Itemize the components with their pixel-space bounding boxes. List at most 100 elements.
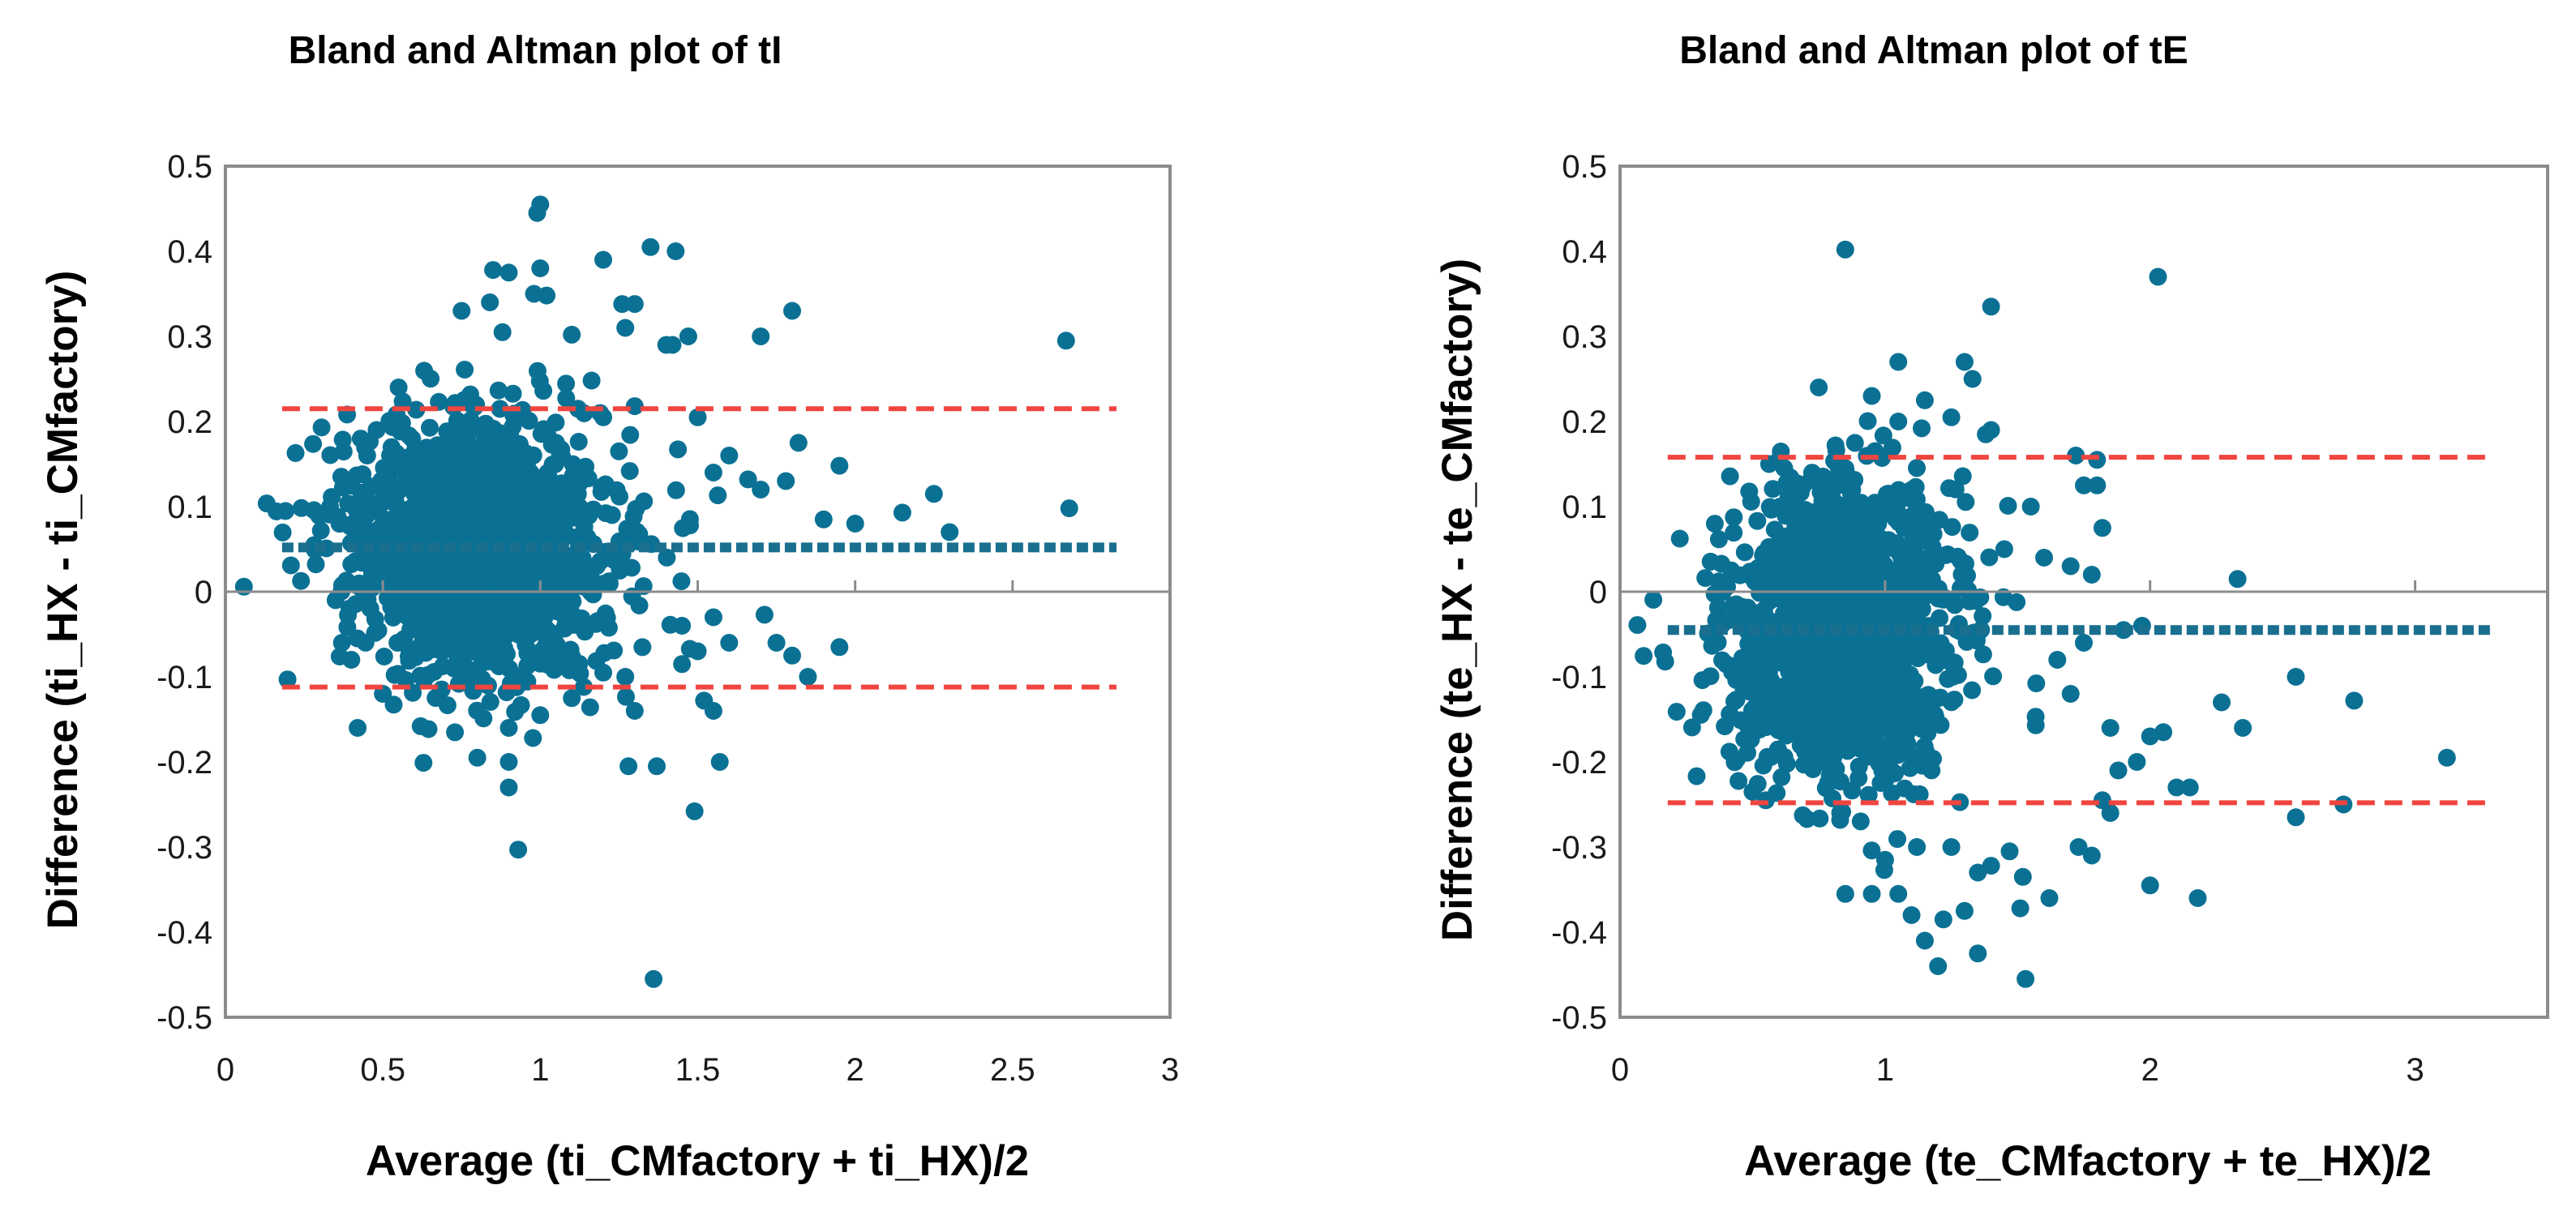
- chart-right-data-point: [2188, 889, 2207, 907]
- chart-left-data-point: [543, 456, 562, 474]
- chart-left-data-point: [524, 729, 542, 747]
- chart-right-data-point: [1818, 733, 1837, 751]
- chart-left-y-tick-label: 0.2: [167, 404, 212, 440]
- chart-left-data-point: [630, 597, 649, 614]
- chart-left-data-point: [499, 753, 518, 771]
- chart-right-data-point: [1782, 491, 1801, 510]
- chart-left-data-point: [616, 668, 635, 686]
- chart-right-data-point: [1667, 703, 1686, 721]
- chart-right-x-axis-label: Average (te_CMfactory + te_HX)/2: [1744, 1137, 2432, 1185]
- chart-left-data-point: [426, 689, 445, 708]
- chart-right-data-point: [1982, 297, 2000, 316]
- chart-right-data-point: [1862, 841, 1881, 860]
- chart-left-data-point: [525, 555, 543, 574]
- chart-left-x-tick-label: 2: [847, 1052, 864, 1088]
- chart-left-data-point: [704, 464, 722, 481]
- chart-right-data-point: [1794, 755, 1813, 774]
- chart-left-data-point: [924, 485, 943, 503]
- chart-right-data-point: [1922, 761, 1941, 780]
- chart-left-data-point: [389, 379, 408, 396]
- chart-right-data-point: [1969, 863, 1987, 882]
- chart-left-data-point: [667, 242, 685, 260]
- chart-left-data-point: [504, 588, 523, 605]
- chart-left-data-point: [673, 617, 692, 635]
- chart-left-data-point: [679, 327, 697, 345]
- chart-right-data-point: [1703, 636, 1721, 655]
- chart-right-data-point: [1984, 667, 2003, 686]
- chart-left-lines: [225, 406, 1172, 690]
- chart-right-data-point: [1901, 759, 1919, 777]
- chart-right-data-point: [2021, 498, 2040, 516]
- chart-right-data-point: [1770, 451, 1789, 469]
- chart-right-data-point: [1905, 560, 1923, 579]
- chart-left-data-point: [695, 691, 714, 710]
- chart-left-data-point: [509, 841, 528, 859]
- chart-left-data-point: [424, 507, 443, 526]
- chart-right-data-point: [2234, 719, 2252, 737]
- chart-right-data-point: [1721, 467, 1739, 486]
- chart-right-data-point: [1908, 838, 1927, 856]
- chart-right-data-point: [1826, 436, 1845, 455]
- chart-left-data-point: [680, 510, 699, 528]
- chart-left-data-point: [581, 698, 599, 717]
- chart-right-data-point: [1963, 370, 1982, 388]
- chart-right-data-point: [1776, 678, 1794, 696]
- chart-left-data-point: [414, 449, 433, 468]
- chart-left-data-point: [531, 706, 550, 725]
- chart-left-data-point: [893, 503, 911, 522]
- chart-right-data-point: [2213, 693, 2231, 712]
- chart-right-data-point: [1811, 809, 1829, 828]
- chart-left-data-point: [443, 528, 461, 547]
- chart-right-data-point: [1922, 570, 1941, 588]
- chart-right-y-tick-label: -0.2: [1551, 745, 1607, 781]
- chart-right-data-point: [2287, 808, 2305, 827]
- chart-left-data-point: [594, 408, 612, 426]
- chart-right-data-point: [1929, 957, 1948, 975]
- chart-left-data-point: [535, 640, 554, 657]
- chart-left-data-point: [382, 438, 401, 456]
- chart-right-data-point: [1705, 515, 1724, 533]
- chart-right-data-point: [1725, 508, 1743, 527]
- chart-left-data-point: [446, 439, 465, 456]
- chart-left-data-point: [529, 362, 546, 380]
- chart-right-data-point: [1845, 471, 1864, 489]
- chart-left-data-point: [536, 618, 555, 636]
- chart-right-data-point: [2141, 876, 2159, 895]
- chart-right-data-point: [1742, 493, 1760, 511]
- chart-right-data-point: [1889, 413, 1908, 430]
- chart-left-data-point: [347, 511, 366, 530]
- chart-left-data-point: [596, 604, 615, 623]
- chart-left-data-point: [407, 400, 426, 419]
- chart-left-data-point: [673, 655, 692, 674]
- chart-right-data-point: [1783, 576, 1802, 595]
- chart-right-data-point: [1794, 608, 1812, 627]
- chart-right-data-point: [1849, 768, 1868, 787]
- chart-right-points: [1628, 240, 2456, 988]
- chart-right-data-point: [1927, 649, 1946, 668]
- chart-left-data-point: [752, 327, 770, 345]
- chart-right-data-point: [2088, 476, 2107, 494]
- chart-right-data-point: [1814, 477, 1832, 496]
- chart-left-data-point: [424, 478, 443, 497]
- chart-right-data-point: [1772, 768, 1791, 786]
- chart-right-data-point: [1779, 550, 1798, 569]
- chart-right-data-point: [1708, 598, 1727, 617]
- chart-left-data-point: [572, 609, 591, 627]
- chart-left-data-point: [521, 579, 540, 597]
- chart-left-data-point: [446, 723, 465, 742]
- chart-left-data-point: [576, 457, 595, 476]
- chart-right-data-point: [1721, 704, 1739, 723]
- chart-left-data-point: [480, 572, 499, 590]
- chart-left-data-point: [623, 558, 641, 577]
- chart-left-data-point: [617, 687, 635, 706]
- chart-right-data-point: [1945, 691, 1964, 709]
- chart-left-data-point: [1060, 499, 1078, 518]
- chart-left-data-point: [710, 753, 729, 771]
- chart-right-data-point: [1742, 638, 1760, 657]
- chart-right-data-point: [1934, 910, 1952, 929]
- chart-right-data-point: [1904, 700, 1922, 719]
- chart-left-data-point: [528, 203, 546, 222]
- chart-left-data-point: [613, 295, 632, 314]
- chart-left-data-point: [685, 802, 704, 820]
- chart-right-data-point: [2075, 476, 2093, 494]
